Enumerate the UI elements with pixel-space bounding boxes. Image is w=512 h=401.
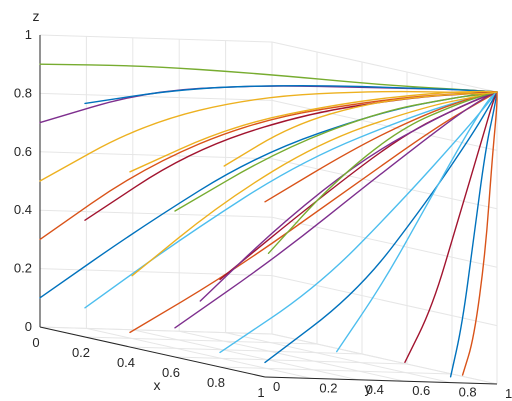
x-tick-label: 0.4	[117, 355, 135, 370]
trajectory-line	[267, 91, 498, 254]
trajectory-line	[129, 90, 498, 173]
grid-line	[39, 268, 273, 277]
grid-line	[271, 275, 498, 327]
trajectory-line	[199, 91, 498, 302]
grid-line	[39, 151, 273, 160]
grid-line	[84, 336, 318, 345]
trajectory-line	[39, 90, 498, 182]
trajectory-line	[174, 91, 498, 329]
z-tick-label: 0.6	[14, 144, 32, 159]
x-tick-label: 0	[32, 335, 39, 350]
x-tick-label: 0.2	[72, 345, 90, 360]
trajectory-line	[84, 91, 498, 309]
trajectory-line	[174, 91, 498, 212]
grid-line	[271, 333, 498, 385]
grid-line	[179, 330, 405, 382]
trajectory-series	[39, 63, 498, 378]
grid-line	[271, 41, 498, 93]
trajectory-line	[131, 91, 498, 277]
trajectory-line	[39, 63, 498, 93]
x-tick-label: 1	[257, 385, 264, 400]
trajectory-line	[223, 91, 498, 167]
y-tick-label: 0.6	[412, 383, 430, 398]
x-axis-line	[39, 326, 266, 378]
z-tick-label: 0	[25, 319, 32, 334]
grid-line	[39, 92, 273, 101]
y-tick-label: 1	[505, 386, 512, 401]
y-tick-label: 0.4	[366, 382, 384, 397]
grid-line	[271, 158, 498, 210]
trajectory-line	[461, 91, 498, 376]
trajectory-line	[84, 84, 498, 105]
trajectory-line	[219, 91, 498, 354]
x-axis-label: x	[154, 377, 161, 393]
y-axis-label: y	[365, 380, 372, 396]
z-tick-label: 1	[25, 27, 32, 42]
y-axis-line	[264, 376, 498, 385]
y-tick-label: 0.2	[319, 380, 337, 395]
trajectory-line	[449, 91, 498, 378]
trajectory-line	[264, 91, 498, 364]
grid-line	[129, 346, 363, 355]
trajectory-line	[336, 91, 498, 353]
z-tick-label: 0.2	[14, 261, 32, 276]
z-tick-label: 0.8	[14, 85, 32, 100]
grid-line	[39, 209, 273, 218]
z-axis-label: z	[33, 8, 40, 24]
x-tick-label: 0.8	[207, 375, 225, 390]
grid-line	[174, 356, 408, 365]
z-tick-label: 0.4	[14, 202, 32, 217]
grid-line	[132, 329, 358, 381]
grid-line	[39, 34, 273, 43]
grid-line	[39, 326, 273, 335]
plot-grid	[39, 34, 498, 385]
trajectory-line	[404, 91, 498, 363]
grid-line	[271, 216, 498, 268]
grid-line	[271, 99, 498, 151]
trajectory-line	[129, 91, 498, 334]
trajectory-line	[264, 91, 498, 203]
y-tick-label: 0	[273, 379, 280, 394]
tick-labels: 00.20.40.60.81 0 0.2 0.4 0.6 0.8 100.20.40.60.…	[14, 27, 512, 401]
grid-line	[86, 327, 312, 379]
x-tick-label: 0.6	[162, 365, 180, 380]
grid-line	[225, 332, 451, 384]
y-tick-label: 0.8	[459, 385, 477, 400]
grid-line	[219, 366, 453, 375]
